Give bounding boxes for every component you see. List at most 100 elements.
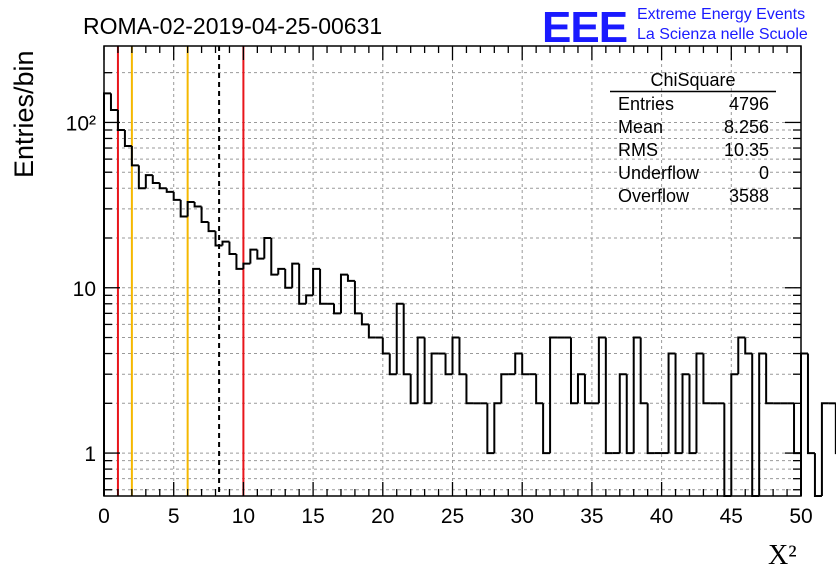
x-tick-label: 35 — [580, 505, 603, 528]
histogram-bin — [123, 130, 132, 148]
histogram-bin — [333, 303, 341, 315]
histogram-bin — [681, 373, 690, 454]
histogram-bin — [214, 231, 223, 247]
histogram-bin — [270, 237, 279, 276]
histogram-bin — [688, 374, 697, 455]
run-title: ROMA-02-2019-04-25-00631 — [83, 13, 382, 39]
histogram-bin — [416, 336, 425, 404]
histogram-bin — [144, 174, 153, 189]
histogram-bin — [535, 374, 544, 405]
histogram-bin — [583, 374, 592, 405]
histogram-bin — [165, 188, 174, 193]
histogram-bin — [137, 165, 146, 190]
histogram-bin — [158, 183, 167, 190]
histogram-bin — [500, 373, 509, 404]
histogram-bin — [458, 337, 467, 376]
histogram-bin — [381, 337, 390, 355]
histogram-bin — [367, 324, 376, 339]
histogram-bin — [514, 352, 523, 375]
histogram-bin — [639, 337, 648, 405]
histogram-bin — [228, 241, 237, 256]
histogram-bin — [339, 273, 348, 314]
histogram-bin — [319, 268, 328, 305]
histogram-bin — [402, 303, 411, 376]
histogram-bin — [813, 453, 822, 497]
histogram-bin — [360, 313, 369, 326]
histogram-bin — [618, 373, 627, 454]
x-tick-label: 15 — [301, 505, 324, 528]
histogram-bin — [193, 202, 202, 208]
histogram-bin — [737, 336, 746, 375]
histogram-bin — [305, 294, 314, 304]
stats-title: ChiSquare — [650, 70, 735, 90]
histogram-bin — [116, 109, 125, 132]
y-tick-label: 10 — [73, 278, 96, 301]
histogram-bin — [702, 353, 711, 405]
x-tick-label: 40 — [650, 505, 673, 528]
histogram-bin — [576, 373, 585, 404]
histogram-bin — [130, 146, 139, 167]
histogram-bin — [820, 402, 829, 496]
statistics-box: ChiSquare Entries 4796 Mean 8.256 RMS 10.35 Un… — [610, 70, 776, 206]
stats-row-value: 4796 — [729, 94, 769, 114]
histogram-bin — [521, 353, 530, 376]
histogram-bin — [695, 352, 704, 454]
histogram-bin — [395, 302, 404, 375]
histogram-bin — [758, 352, 767, 496]
histogram-bin — [793, 403, 801, 455]
histogram-bin — [291, 262, 300, 288]
logo-subtitle-line2: La Scienza nelle Scuole — [637, 26, 808, 43]
x-tick-label: 10 — [232, 505, 255, 528]
histogram-bin — [256, 249, 265, 260]
histogram-bin — [451, 336, 460, 375]
histogram-bin — [200, 206, 209, 223]
x-tick-label: 45 — [720, 505, 743, 528]
histogram-bin — [172, 191, 181, 201]
histogram-bin — [493, 402, 502, 454]
histogram-bin — [207, 221, 216, 233]
histogram-bin — [744, 337, 753, 355]
stats-row-label: Overflow — [618, 186, 690, 206]
histogram-bin — [249, 248, 258, 264]
y-axis-title: Entries/bin — [9, 50, 39, 178]
histogram-bin — [625, 374, 634, 455]
histogram-bin — [109, 93, 118, 111]
x-tick-label: 5 — [168, 505, 180, 528]
stats-row-label: RMS — [618, 140, 658, 160]
histogram-bin — [632, 336, 641, 454]
x-tick-label: 25 — [441, 505, 464, 528]
y-tick-label: 10² — [66, 112, 96, 135]
histogram-bin — [221, 240, 230, 246]
stats-row-label: Underflow — [618, 163, 700, 183]
axes: 0 5 10 15 20 25 30 35 40 45 50 1 10 10² — [66, 45, 813, 528]
histogram-bin — [751, 353, 760, 497]
x-tick-label: 30 — [511, 505, 534, 528]
histogram-bin — [346, 274, 355, 282]
histogram-bin — [388, 353, 397, 376]
histogram-bin — [242, 262, 251, 269]
histogram-bin — [723, 403, 732, 497]
histogram-bin — [765, 353, 774, 405]
stats-row-label: Mean — [618, 117, 663, 137]
histogram-bin — [409, 374, 418, 405]
histogram-bin — [646, 403, 655, 455]
histogram-bin — [312, 267, 321, 296]
histogram-bin — [604, 337, 613, 455]
x-tick-label: 0 — [98, 505, 110, 528]
histogram-bin — [569, 337, 578, 405]
histogram-bin — [674, 353, 683, 455]
logo-subtitle-line1: Extreme Energy Events — [637, 6, 805, 23]
histogram-bin — [151, 175, 160, 185]
x-axis-title: X² — [768, 540, 797, 571]
histogram-bin — [235, 254, 244, 270]
x-tick-label: 50 — [789, 505, 812, 528]
histogram-bin — [277, 267, 286, 275]
histogram-bin — [730, 373, 739, 496]
eee-logo: EEE — [542, 3, 627, 52]
stats-row-value: 0 — [759, 163, 769, 183]
histogram-bin — [597, 336, 606, 404]
threshold-lines — [116, 46, 245, 496]
histogram-bin — [423, 337, 432, 405]
histogram-bin — [298, 263, 307, 305]
